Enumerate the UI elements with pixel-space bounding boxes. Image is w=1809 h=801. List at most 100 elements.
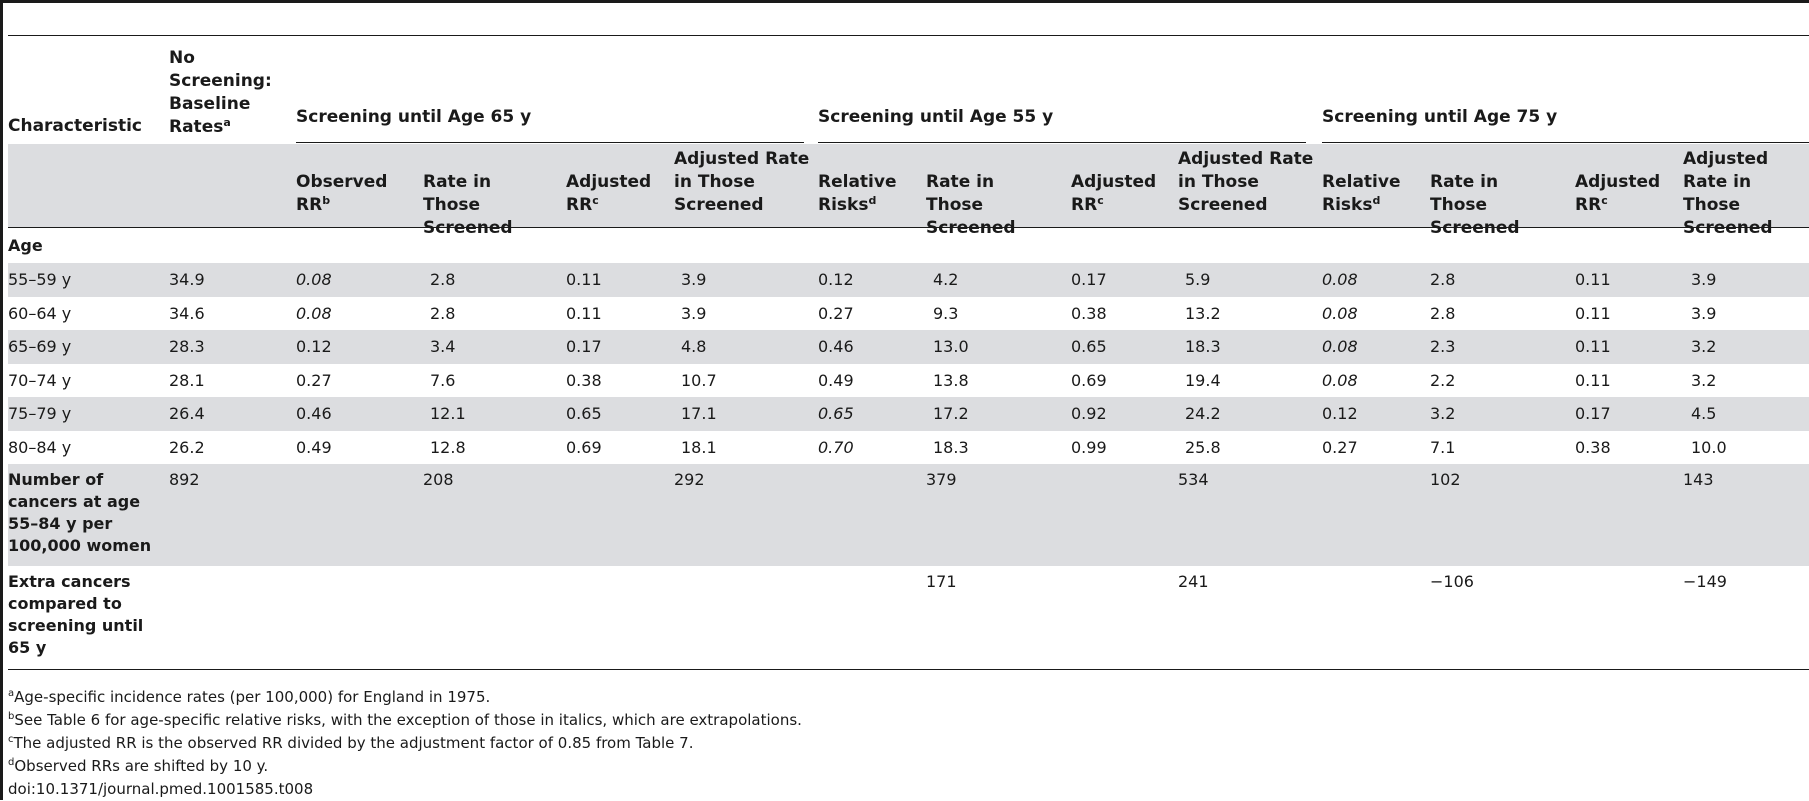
cell-rate-screened-75: 102	[1430, 470, 1461, 489]
cell-adjusted-rr-65: 0.65	[566, 404, 602, 423]
cell-observed-rr-65: 0.49	[296, 437, 332, 457]
cell-rate-screened-75: 3.2	[1430, 404, 1456, 423]
cell-adjusted-rr-55: 0.17	[1071, 270, 1107, 289]
cell-adjusted-rr-65: 0.11	[566, 303, 602, 323]
row-label: 65–69 y	[8, 337, 72, 356]
group-screening-75: Screening until Age 75 y	[1322, 107, 1558, 127]
cell-rate-screened-75: 7.1	[1430, 437, 1456, 457]
cell-baseline: 34.6	[169, 303, 205, 323]
table-row: 65–69 y 28.3 0.12 3.4 0.17 4.8 0.46 13.0 0.65 18.…	[8, 330, 1809, 364]
cell-rate-screened-65: 2.8	[430, 270, 456, 289]
cell-relative-risk-75: 0.12	[1322, 404, 1358, 423]
cell-rate-screened-75: 2.2	[1430, 370, 1456, 390]
header-rate-screened-55: Rate in Those Screened	[926, 172, 1016, 238]
summary-label: Extra cancers compared to screening unti…	[8, 572, 144, 657]
row-label: 70–74 y	[8, 370, 72, 390]
cell-adjusted-rr-65: 0.11	[566, 270, 602, 289]
cell-adjusted-rate-75: 10.0	[1691, 437, 1727, 457]
cell-rate-screened-75: 2.8	[1430, 303, 1456, 323]
header-rate-screened-75: Rate in Those Screened	[1430, 172, 1520, 238]
cell-adjusted-rate-75: −149	[1683, 572, 1727, 591]
cell-rate-screened-55: 379	[926, 470, 957, 489]
group-screening-55: Screening until Age 55 y	[818, 107, 1054, 127]
table-row: 75–79 y 26.4 0.46 12.1 0.65 17.1 0.65 17.2 0.92 2…	[8, 397, 1809, 431]
header-adjusted-rate-75: Adjusted Rate in Those Screened	[1683, 149, 1773, 238]
cell-rate-screened-65: 7.6	[430, 370, 456, 390]
cell-adjusted-rate-75: 4.5	[1691, 404, 1717, 423]
footnote-b: bSee Table 6 for age-specific relative r…	[8, 711, 802, 729]
cell-adjusted-rr-55: 0.69	[1071, 370, 1107, 390]
cell-adjusted-rate-65: 18.1	[681, 437, 717, 457]
group-screening-65: Screening until Age 65 y	[296, 107, 532, 127]
cell-relative-risk-55: 0.27	[818, 303, 854, 323]
table-row: 60–64 y 34.6 0.08 2.8 0.11 3.9 0.27 9.3 0.38 13.2…	[8, 297, 1809, 331]
cell-adjusted-rate-55: 241	[1178, 572, 1209, 591]
cell-adjusted-rr-65: 0.17	[566, 337, 602, 356]
cell-relative-risk-55: 0.49	[818, 370, 854, 390]
cell-rate-screened-65: 12.8	[430, 437, 466, 457]
cell-adjusted-rate-55: 24.2	[1185, 404, 1221, 423]
cell-relative-risk-55: 0.12	[818, 270, 854, 289]
cell-adjusted-rate-65: 10.7	[681, 370, 717, 390]
header-adjusted-rr-75: Adjusted RRc	[1575, 172, 1661, 215]
cell-baseline: 26.2	[169, 437, 205, 457]
cell-relative-risk-75: 0.08	[1322, 337, 1358, 356]
cell-rate-screened-55: 171	[926, 572, 957, 591]
header-observed-rr: Observed RRb	[296, 172, 388, 215]
cell-observed-rr-65: 0.12	[296, 337, 332, 356]
doi-text: doi:10.1371/journal.pmed.1001585.t008	[8, 780, 314, 798]
subheader-bottom-rule	[8, 227, 1809, 228]
cell-adjusted-rr-75: 0.11	[1575, 270, 1611, 289]
row-label: 55–59 y	[8, 270, 72, 289]
footnote-a: aAge-specific incidence rates (per 100,0…	[8, 688, 491, 706]
cell-adjusted-rate-55: 13.2	[1185, 303, 1221, 323]
header-adjusted-rr-55: Adjusted RRc	[1071, 172, 1157, 215]
cell-rate-screened-75: 2.8	[1430, 270, 1456, 289]
group-rule-65	[296, 142, 804, 143]
header-characteristic: Characteristic	[8, 116, 142, 136]
cell-rate-screened-55: 13.8	[933, 370, 969, 390]
cell-adjusted-rate-65: 4.8	[681, 337, 707, 356]
header-baseline: No Screening: Baseline Ratesa	[169, 48, 272, 137]
cell-relative-risk-75: 0.08	[1322, 370, 1358, 390]
section-row-age: Age	[8, 233, 1809, 263]
cell-rate-screened-55: 18.3	[933, 437, 969, 457]
cell-adjusted-rate-65: 3.9	[681, 270, 707, 289]
table-row: 55–59 y 34.9 0.08 2.8 0.11 3.9 0.12 4.2 0.17 5.9 0…	[8, 263, 1809, 297]
cell-adjusted-rr-55: 0.92	[1071, 404, 1107, 423]
cell-adjusted-rate-75: 3.9	[1691, 270, 1717, 289]
section-label-age: Age	[8, 236, 43, 255]
cell-baseline: 34.9	[169, 270, 205, 289]
cell-adjusted-rr-55: 0.65	[1071, 337, 1107, 356]
cell-adjusted-rate-55: 25.8	[1185, 437, 1221, 457]
cell-relative-risk-75: 0.27	[1322, 437, 1358, 457]
cell-adjusted-rate-75: 3.2	[1691, 370, 1717, 390]
table-top-rule	[8, 35, 1809, 36]
summary-row-extra-cancers: Extra cancers compared to screening unti…	[8, 566, 1809, 669]
cell-adjusted-rate-65: 3.9	[681, 303, 707, 323]
cell-relative-risk-75: 0.08	[1322, 270, 1358, 289]
cell-adjusted-rate-65: 17.1	[681, 404, 717, 423]
cell-rate-screened-55: 4.2	[933, 270, 959, 289]
cell-rate-screened-55: 17.2	[933, 404, 969, 423]
cell-relative-risk-75: 0.08	[1322, 303, 1358, 323]
row-label: 60–64 y	[8, 303, 72, 323]
frame-left-border	[0, 0, 3, 800]
frame-top-border	[0, 0, 1809, 3]
cell-adjusted-rate-55: 534	[1178, 470, 1209, 489]
row-label: 80–84 y	[8, 437, 72, 457]
cell-adjusted-rr-65: 0.69	[566, 437, 602, 457]
footnote-d: dObserved RRs are shifted by 10 y.	[8, 757, 269, 775]
summary-label: Number of cancers at age 55–84 y per 100…	[8, 470, 152, 555]
table-row: 80–84 y 26.2 0.49 12.8 0.69 18.1 0.70 18.3 0.99 2…	[8, 431, 1809, 465]
cell-adjusted-rate-65: 292	[674, 470, 705, 489]
table-row: 70–74 y 28.1 0.27 7.6 0.38 10.7 0.49 13.8 0.69 19…	[8, 364, 1809, 398]
header-adjusted-rr-65: Adjusted RRc	[566, 172, 652, 215]
header-rate-screened-65: Rate in Those Screened	[423, 172, 513, 238]
cell-adjusted-rr-75: 0.11	[1575, 303, 1611, 323]
cell-relative-risk-55: 0.65	[818, 404, 854, 423]
cell-adjusted-rr-65: 0.38	[566, 370, 602, 390]
group-rule-75	[1322, 142, 1809, 143]
summary-row-number-of-cancers: Number of cancers at age 55–84 y per 100…	[8, 464, 1809, 566]
cell-rate-screened-65: 12.1	[430, 404, 466, 423]
